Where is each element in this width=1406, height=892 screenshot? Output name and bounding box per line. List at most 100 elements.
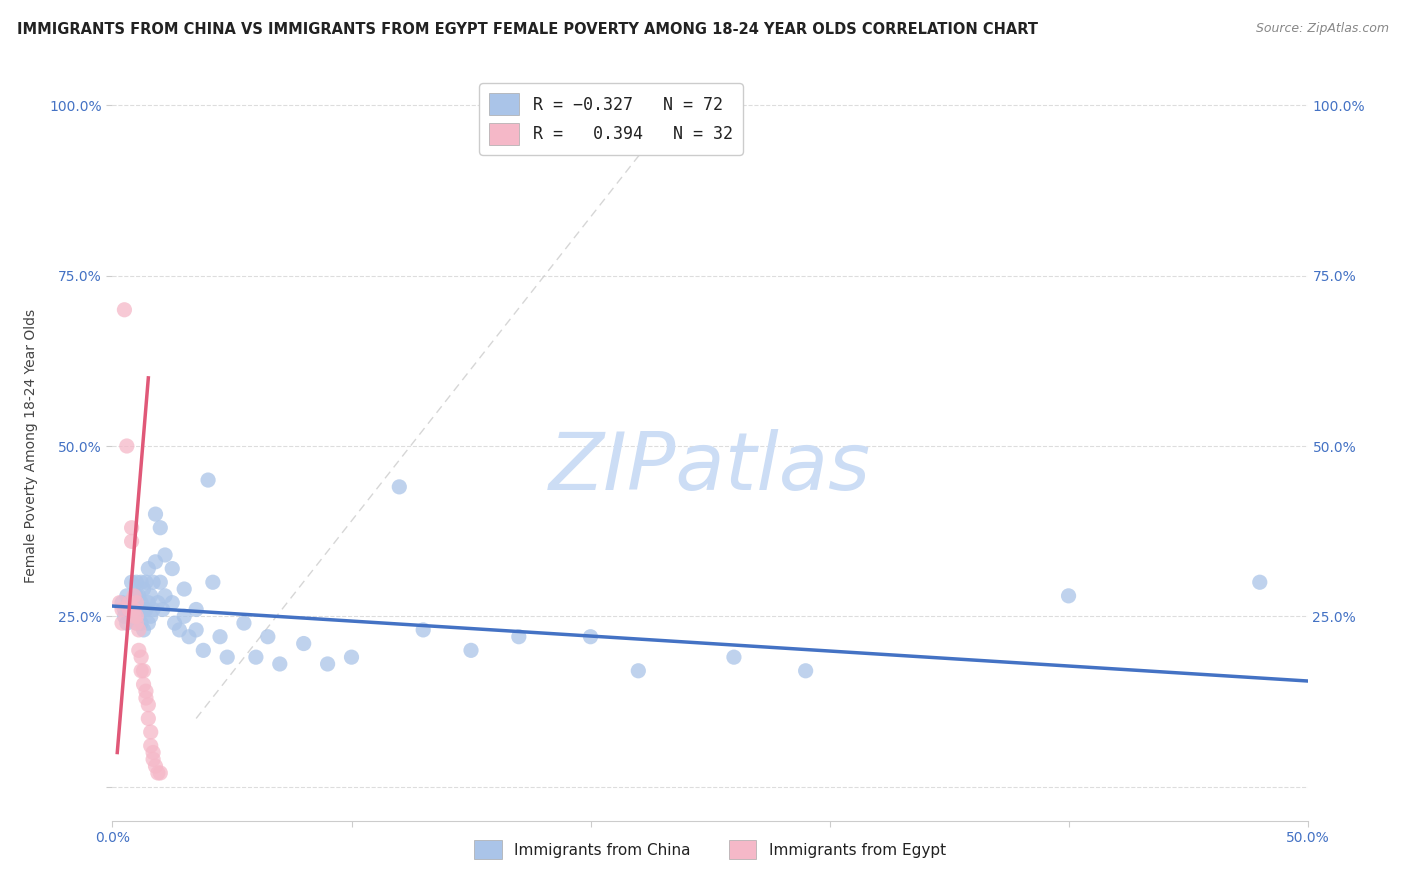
Point [149,766,172,780]
Point [132,664,155,678]
Point [139,725,162,739]
Legend: Immigrants from China, Immigrants from Egypt: Immigrants from China, Immigrants from E… [468,834,952,865]
Point [111,596,134,610]
Point [209,630,232,644]
Point [139,589,162,603]
Point [173,582,195,596]
Point [173,609,195,624]
Point [579,630,602,644]
Point [129,650,152,665]
Point [142,575,165,590]
Point [627,664,650,678]
Point [388,480,411,494]
Point [138,711,160,725]
Point [129,575,152,590]
Point [132,623,155,637]
Point [162,596,183,610]
Point [125,616,148,631]
Point [129,664,152,678]
Point [1249,575,1271,590]
Point [111,602,134,616]
Point [138,596,160,610]
Text: ZIPatlas: ZIPatlas [548,429,872,508]
Point [269,657,291,671]
Point [201,575,224,590]
Point [132,602,155,616]
Point [114,302,135,317]
Point [115,616,138,631]
Point [122,609,145,624]
Point [316,657,339,671]
Point [118,609,141,624]
Point [460,643,482,657]
Point [197,473,219,487]
Point [122,596,145,610]
Point [149,575,172,590]
Point [149,521,172,535]
Point [186,602,208,616]
Point [115,439,138,453]
Point [135,575,157,590]
Point [121,521,143,535]
Point [217,650,239,665]
Point [125,596,148,610]
Point [142,746,165,760]
Point [114,609,135,624]
Point [135,684,157,698]
Point [128,623,150,637]
Point [142,602,165,616]
Point [135,691,157,706]
Y-axis label: Female Poverty Among 18-24 Year Olds: Female Poverty Among 18-24 Year Olds [24,309,38,583]
Point [169,623,191,637]
Point [108,596,131,610]
Point [122,602,145,616]
Point [145,759,167,773]
Point [138,698,160,712]
Point [292,636,315,650]
Point [145,555,167,569]
Point [508,630,530,644]
Point [121,534,143,549]
Point [129,596,152,610]
Point [128,589,150,603]
Point [163,616,186,631]
Point [118,596,141,610]
Text: Source: ZipAtlas.com: Source: ZipAtlas.com [1256,22,1389,36]
Point [118,602,141,616]
Point [139,739,162,753]
Point [125,609,148,624]
Point [412,623,434,637]
Point [122,609,145,624]
Point [177,630,200,644]
Point [145,507,167,521]
Point [142,752,165,766]
Point [146,596,169,610]
Point [125,616,148,631]
Point [132,677,155,691]
Point [153,548,176,562]
Point [193,643,215,657]
Point [128,602,150,616]
Point [111,616,134,631]
Point [122,589,145,603]
Point [146,766,169,780]
Point [152,602,174,616]
Point [135,602,157,616]
Point [794,664,817,678]
Point [125,589,148,603]
Point [138,616,160,631]
Point [125,575,148,590]
Point [132,582,155,596]
Point [138,561,160,575]
Point [115,589,138,603]
Point [125,602,148,616]
Point [128,643,150,657]
Point [233,616,256,631]
Point [118,596,141,610]
Point [257,630,280,644]
Point [1057,589,1080,603]
Point [139,609,162,624]
Point [245,650,267,665]
Point [723,650,745,665]
Point [340,650,363,665]
